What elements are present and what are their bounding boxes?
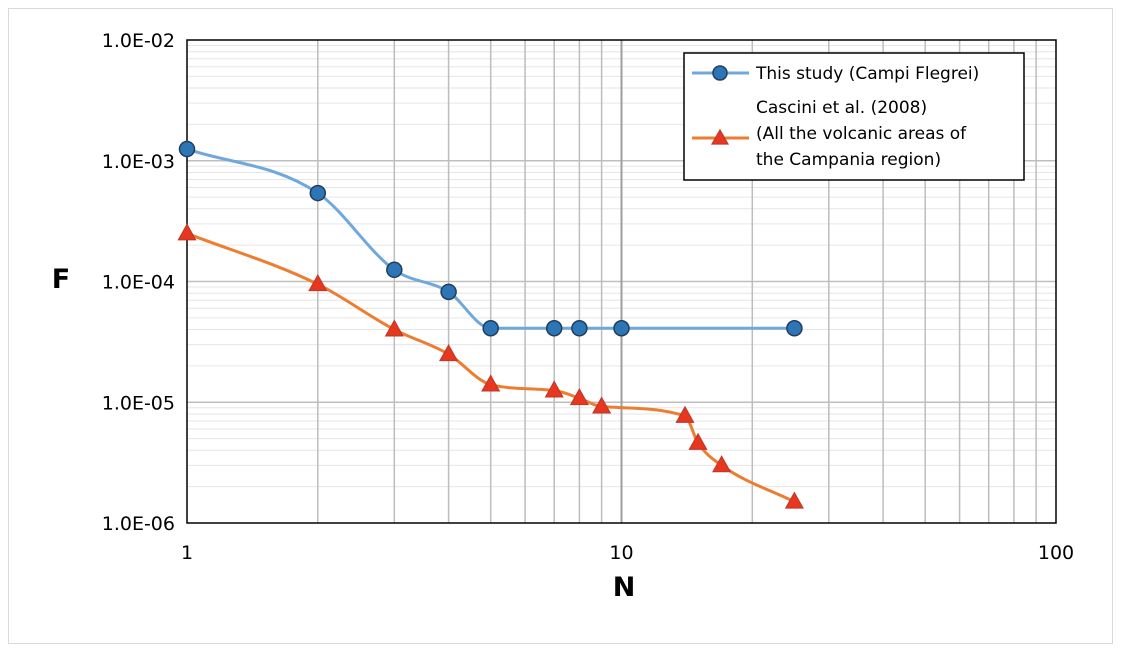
series-2-point: [569, 387, 589, 406]
y-tick-label: 1.0E-03: [102, 151, 175, 173]
series-1-point: [440, 283, 457, 301]
series-2-point: [177, 223, 197, 241]
y-tick-label: 1.0E-02: [102, 30, 175, 52]
legend-label-series-2-line-1: Cascini et al. (2008): [756, 98, 927, 118]
legend-marker-series-1: [712, 65, 728, 81]
y-tick-label: 1.0E-06: [102, 513, 175, 535]
legend-marker-series-2: [710, 128, 730, 145]
x-tick-label: 100: [1038, 542, 1074, 564]
series-1-point: [309, 184, 327, 202]
series-2-point: [592, 396, 612, 414]
series-1-point: [482, 320, 499, 337]
series-2-point: [384, 319, 404, 337]
series-2-point: [688, 432, 708, 450]
grid: [187, 40, 1056, 523]
series-1-point: [786, 320, 803, 337]
series-2-point: [544, 380, 564, 398]
plot-border: [186, 39, 1057, 524]
series-2-point: [675, 405, 695, 423]
series-2-point: [712, 455, 732, 473]
x-tick-labels: 1 10 100: [181, 542, 1074, 564]
series-2-point: [308, 273, 328, 292]
x-tick-label: 1: [181, 542, 193, 564]
chart-svg: 1 10 100 1.0E-021.0E-031.0E-041.0E-051.0E-…: [52, 30, 1074, 603]
legend: This study (Campi Flegrei) Cascini et al…: [683, 52, 1025, 181]
legend-label-series-1: This study (Campi Flegrei): [755, 64, 979, 84]
x-axis-title: N: [613, 572, 636, 603]
series-1-point: [545, 320, 563, 337]
y-tick-label: 1.0E-04: [102, 272, 175, 294]
chart-frame: 1 10 100 1.0E-02 1.0E-03 1.0E-04 1.0E-05 1.0E-…: [8, 8, 1113, 644]
x-tick-label: 10: [609, 542, 633, 564]
series-2-point: [784, 491, 804, 509]
legend-label-series-2-line-3: the Campania region): [756, 150, 941, 170]
series-layer: [177, 140, 804, 509]
series-2-point: [439, 343, 459, 362]
series-1-point: [571, 320, 588, 337]
series-1-point: [613, 320, 630, 337]
y-tick-labels: 1.0E-02 1.0E-03 1.0E-04 1.0E-05 1.0E-06: [102, 30, 175, 535]
y-tick-label: 1.0E-05: [102, 392, 175, 414]
y-axis-title: F: [52, 264, 70, 295]
series-1-point: [386, 261, 403, 279]
series-2-point: [481, 374, 501, 392]
legend-label-series-2-line-2: (All the volcanic areas of: [756, 124, 967, 144]
series-1-point: [178, 140, 196, 158]
